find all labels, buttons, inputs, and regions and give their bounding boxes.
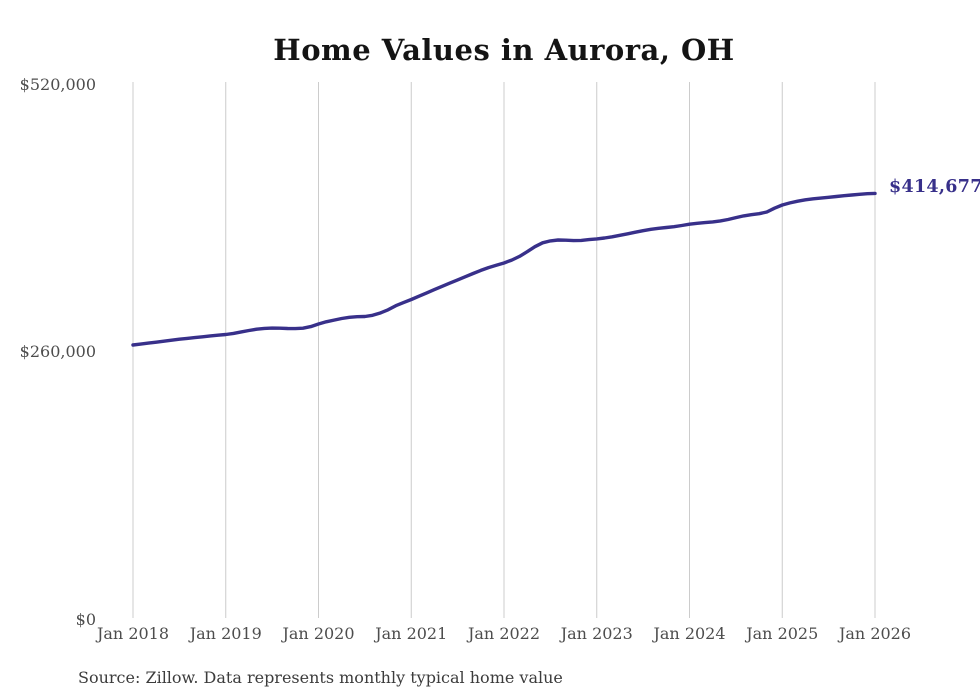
- x-axis-tick-label: Jan 2022: [467, 624, 541, 643]
- x-axis-tick-label: Jan 2021: [375, 624, 448, 643]
- home-value-series-line: [131, 191, 877, 347]
- y-axis-tick-label: $260,000: [19, 342, 96, 361]
- source-note: Source: Zillow. Data represents monthly …: [78, 668, 563, 687]
- x-axis-tick-label: Jan 2024: [653, 624, 726, 643]
- y-axis-tick-label: $520,000: [19, 75, 96, 94]
- y-axis-tick-label: $0: [75, 610, 96, 629]
- x-axis-tick-label: Jan 2018: [96, 624, 170, 643]
- x-axis-tick-label: Jan 2025: [746, 624, 819, 643]
- x-axis-tick-label: Jan 2026: [838, 624, 912, 643]
- chart-title: Home Values in Aurora, OH: [273, 33, 735, 67]
- x-axis-tick-label: Jan 2023: [560, 624, 633, 643]
- x-axis-tick-label: Jan 2019: [189, 624, 262, 643]
- latest-value-label: $414,677: [889, 177, 980, 197]
- x-axis-tick-label: Jan 2020: [282, 624, 355, 643]
